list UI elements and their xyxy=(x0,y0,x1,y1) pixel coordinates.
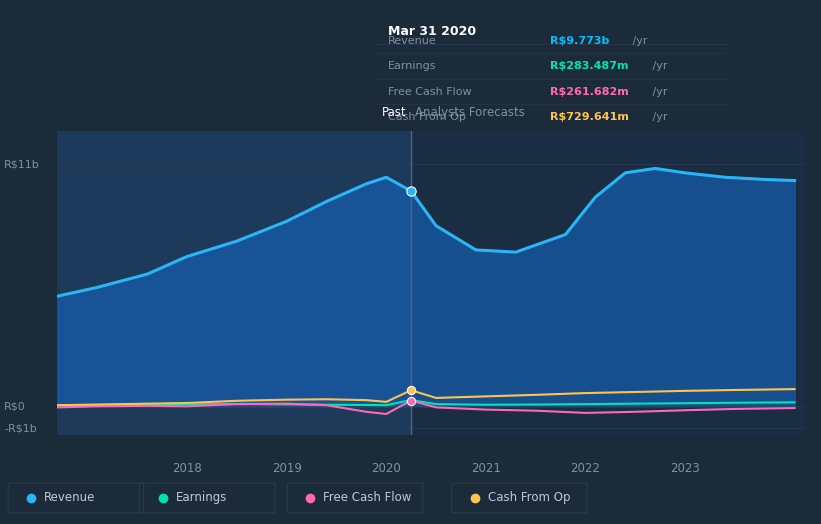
Point xyxy=(405,187,418,195)
Text: R$261.682m: R$261.682m xyxy=(550,86,629,96)
Text: Mar 31 2020: Mar 31 2020 xyxy=(388,25,476,38)
Text: /yr: /yr xyxy=(629,36,648,46)
Text: 2018: 2018 xyxy=(172,463,202,475)
Text: R$0: R$0 xyxy=(4,401,25,411)
Text: R$9.773b: R$9.773b xyxy=(550,36,609,46)
Text: Free Cash Flow: Free Cash Flow xyxy=(388,86,471,96)
Text: 2022: 2022 xyxy=(571,463,600,475)
Text: R$729.641m: R$729.641m xyxy=(550,112,629,122)
Text: Earnings: Earnings xyxy=(176,492,227,504)
Text: Past: Past xyxy=(383,106,407,119)
Text: Cash From Op: Cash From Op xyxy=(388,112,466,122)
Bar xyxy=(411,131,805,435)
Text: R$11b: R$11b xyxy=(4,159,40,169)
Text: Cash From Op: Cash From Op xyxy=(488,492,570,504)
Point xyxy=(405,386,418,395)
Text: Revenue: Revenue xyxy=(44,492,96,504)
Text: /yr: /yr xyxy=(649,61,667,71)
Bar xyxy=(57,131,411,435)
Text: 2023: 2023 xyxy=(670,463,700,475)
Text: 2019: 2019 xyxy=(272,463,301,475)
Text: -R$1b: -R$1b xyxy=(4,423,37,433)
Text: 2021: 2021 xyxy=(471,463,501,475)
Text: Analysts Forecasts: Analysts Forecasts xyxy=(415,106,525,119)
Text: R$283.487m: R$283.487m xyxy=(550,61,629,71)
Text: Earnings: Earnings xyxy=(388,61,436,71)
Text: Revenue: Revenue xyxy=(388,36,437,46)
Text: /yr: /yr xyxy=(649,112,667,122)
Text: /yr: /yr xyxy=(649,86,667,96)
Text: Free Cash Flow: Free Cash Flow xyxy=(323,492,412,504)
Text: 2020: 2020 xyxy=(371,463,401,475)
Point xyxy=(405,396,418,405)
